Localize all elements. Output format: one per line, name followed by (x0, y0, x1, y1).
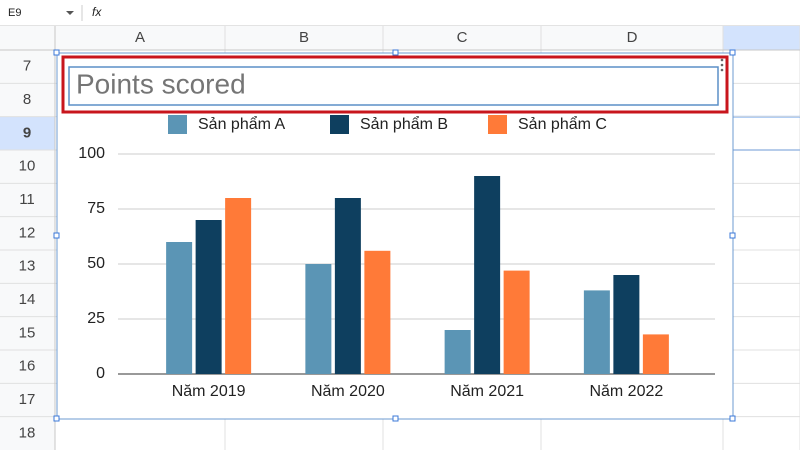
row-header: 8 (23, 91, 31, 108)
title-edit-box[interactable] (68, 66, 719, 106)
bar (364, 250, 391, 374)
x-tick-label: Năm 2019 (172, 383, 246, 400)
resize-handles[interactable] (53, 49, 736, 422)
bar (166, 242, 193, 374)
x-tick-label: Năm 2022 (589, 383, 663, 400)
title-highlight (61, 55, 729, 114)
column-header: D (627, 29, 638, 46)
row-header: 13 (19, 258, 36, 275)
bar (225, 198, 252, 374)
column-header: A (135, 29, 145, 46)
row-header: 12 (19, 224, 36, 241)
name-box[interactable]: E9 (8, 7, 21, 19)
row-header: 18 (19, 424, 36, 441)
bar (334, 198, 361, 374)
bar (195, 220, 222, 374)
column-header: B (299, 29, 309, 46)
legend-label: Sản phẩm B (360, 115, 448, 133)
fx-icon: fx (92, 5, 102, 19)
bar (474, 176, 501, 374)
y-tick-label: 100 (78, 145, 105, 162)
bar (503, 270, 530, 374)
formula-bar (0, 0, 800, 26)
legend-swatch (330, 115, 349, 134)
row-header: 14 (19, 291, 36, 308)
selected-row-header (0, 116, 55, 150)
x-tick-label: Năm 2021 (450, 383, 524, 400)
chart-title[interactable]: Points scored (76, 68, 246, 99)
bar (444, 330, 471, 374)
chart-menu[interactable] (720, 58, 724, 72)
row-header: 17 (19, 391, 36, 408)
row-header: 11 (19, 191, 35, 208)
name-box-dropdown[interactable] (66, 11, 74, 15)
legend-label: Sản phẩm A (198, 115, 286, 133)
legend-swatch (168, 115, 187, 134)
column-header-bg (0, 26, 800, 50)
legend-swatch (488, 115, 507, 134)
bar (305, 264, 332, 374)
bar (613, 275, 640, 374)
row-header: 7 (23, 58, 31, 75)
row-header: 10 (19, 158, 36, 175)
selected-cell (722, 115, 800, 151)
row-header: 16 (19, 358, 36, 375)
x-tick-label: Năm 2020 (311, 383, 385, 400)
column-header: C (457, 29, 468, 46)
legend-label: Sản phẩm C (518, 115, 607, 133)
chart: 0 25 50 75 100 Sản phẩm A Sản phẩm B Sản phẩm C… (78, 115, 715, 400)
bar (583, 290, 610, 374)
row-header: 9 (23, 124, 31, 141)
y-tick-label: 25 (87, 310, 105, 327)
y-tick-label: 0 (96, 365, 105, 382)
row-header: 15 (19, 324, 36, 341)
selected-column-header (723, 26, 800, 50)
y-tick-label: 75 (87, 200, 105, 217)
y-tick-label: 50 (87, 255, 105, 272)
bar (642, 334, 669, 374)
